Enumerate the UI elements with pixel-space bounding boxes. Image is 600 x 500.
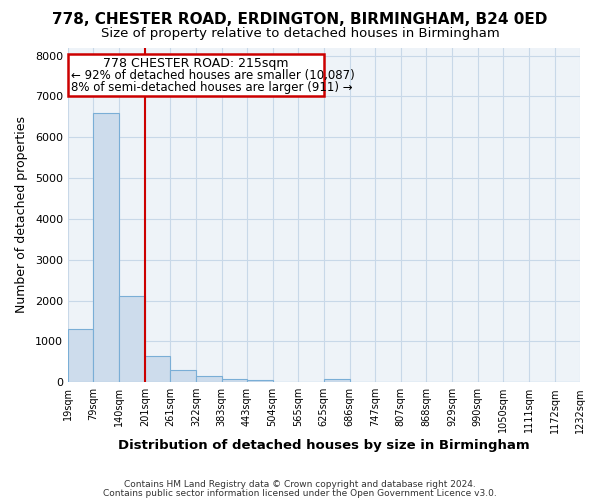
Text: ← 92% of detached houses are smaller (10,087): ← 92% of detached houses are smaller (10…: [71, 68, 355, 82]
Text: 778, CHESTER ROAD, ERDINGTON, BIRMINGHAM, B24 0ED: 778, CHESTER ROAD, ERDINGTON, BIRMINGHAM…: [52, 12, 548, 28]
FancyBboxPatch shape: [68, 54, 324, 96]
Y-axis label: Number of detached properties: Number of detached properties: [15, 116, 28, 314]
Bar: [196, 376, 221, 382]
Bar: [68, 329, 93, 382]
Bar: [119, 296, 145, 382]
Text: Size of property relative to detached houses in Birmingham: Size of property relative to detached ho…: [101, 28, 499, 40]
Bar: [324, 378, 350, 382]
Bar: [221, 379, 247, 382]
Text: 778 CHESTER ROAD: 215sqm: 778 CHESTER ROAD: 215sqm: [103, 56, 289, 70]
Text: 8% of semi-detached houses are larger (911) →: 8% of semi-detached houses are larger (9…: [71, 80, 353, 94]
Text: Contains HM Land Registry data © Crown copyright and database right 2024.: Contains HM Land Registry data © Crown c…: [124, 480, 476, 489]
Text: Contains public sector information licensed under the Open Government Licence v3: Contains public sector information licen…: [103, 488, 497, 498]
Bar: [93, 113, 119, 382]
X-axis label: Distribution of detached houses by size in Birmingham: Distribution of detached houses by size …: [118, 440, 530, 452]
Bar: [145, 356, 170, 382]
Bar: [170, 370, 196, 382]
Bar: [247, 380, 272, 382]
